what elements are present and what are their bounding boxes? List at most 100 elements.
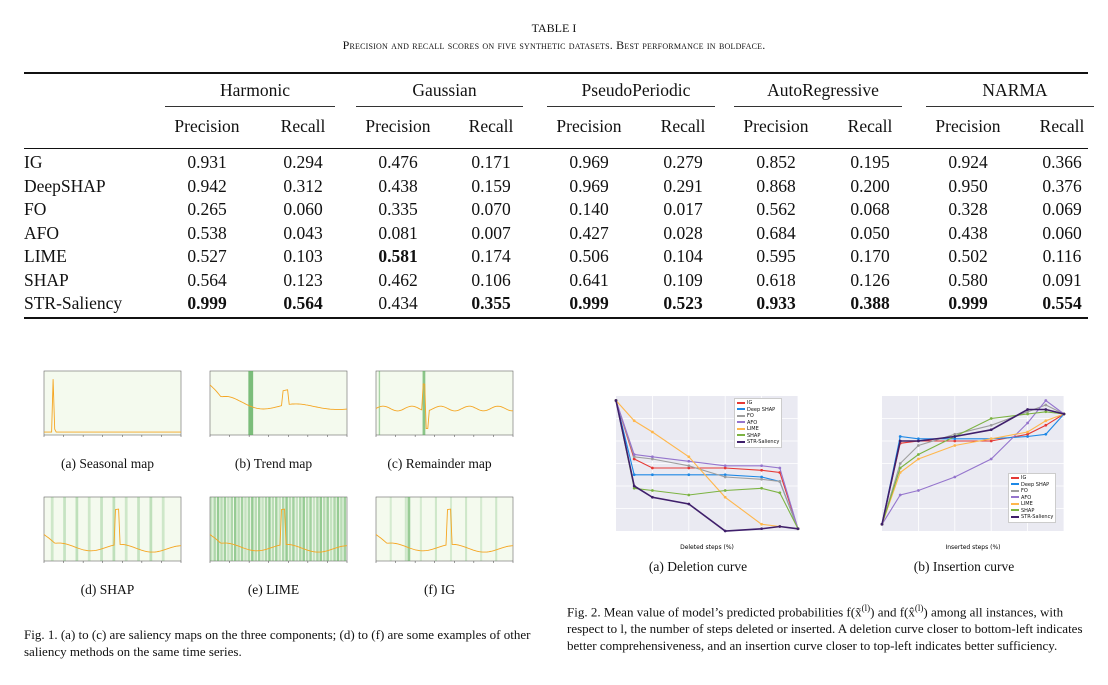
table-cell: 0.942	[187, 175, 227, 196]
saliency-band	[404, 497, 407, 561]
table-cell: 0.174	[471, 246, 511, 266]
precision-header: Precision	[556, 116, 622, 136]
group-underline	[547, 106, 715, 107]
table-cell: 0.618	[756, 269, 796, 290]
saliency-band	[275, 497, 278, 561]
series-line-lime	[881, 413, 1065, 525]
data-point	[723, 475, 727, 479]
data-point	[1044, 403, 1048, 407]
data-point	[796, 527, 800, 531]
fig1-subcaption: (a) Seasonal map	[61, 456, 154, 471]
series-line-str-saliency	[881, 408, 1065, 525]
data-point	[917, 437, 920, 441]
saliency-band	[281, 497, 285, 561]
method-name: LIME	[24, 246, 67, 266]
series-line-ig	[615, 400, 799, 529]
method-name: FO	[24, 199, 47, 219]
data-point	[651, 457, 654, 461]
data-point	[632, 457, 636, 461]
data-point	[632, 455, 636, 459]
table-cell: 0.538	[187, 222, 227, 243]
legend-item: FO	[737, 413, 779, 420]
data-point	[953, 439, 957, 443]
saliency-band	[210, 497, 213, 561]
data-point	[632, 453, 636, 456]
saliency-band	[343, 497, 347, 561]
saliency-band	[87, 497, 91, 561]
data-point	[723, 529, 727, 533]
data-point	[1026, 430, 1029, 434]
data-point	[1026, 421, 1029, 425]
saliency-band	[213, 497, 216, 561]
table-cell: 0.366	[1042, 152, 1082, 172]
legend-item: LIME	[737, 426, 779, 433]
table-cell: 0.069	[1042, 199, 1082, 219]
data-point	[953, 444, 957, 447]
table-cell: 0.999	[569, 293, 609, 313]
table-cell: 0.171	[471, 152, 511, 172]
data-point	[917, 453, 920, 456]
legend-label: SHAP	[1021, 507, 1035, 514]
data-point	[687, 493, 691, 497]
saliency-band	[295, 497, 299, 561]
table-mid-rule	[24, 148, 1088, 149]
data-point	[1026, 410, 1029, 414]
data-point	[778, 491, 782, 495]
data-point	[760, 486, 763, 490]
legend-label: IG	[747, 400, 753, 406]
table-cell: 0.523	[663, 293, 703, 313]
legend-swatch	[1011, 502, 1019, 505]
data-point	[778, 525, 782, 528]
legend-label: FO	[747, 413, 754, 419]
table-bottom-rule	[24, 317, 1088, 319]
saliency-band	[271, 497, 275, 561]
legend-label: LIME	[1021, 501, 1033, 507]
table-cell: 0.291	[663, 175, 703, 196]
table-cell: 0.328	[948, 199, 988, 219]
table-cell: 0.123	[283, 269, 323, 290]
data-point	[778, 466, 782, 470]
legend-label: AFO	[747, 419, 758, 426]
legend-label: IG	[1021, 475, 1027, 481]
data-point	[632, 484, 636, 488]
data-point	[687, 473, 691, 477]
legend-label: FO	[1021, 488, 1028, 494]
saliency-band	[100, 497, 103, 561]
saliency-map-remainder	[375, 370, 514, 437]
saliency-band	[389, 497, 392, 561]
legend-swatch	[1011, 476, 1019, 479]
table-cell: 0.476	[378, 152, 418, 172]
saliency-band	[230, 497, 234, 561]
table-cell: 0.462	[378, 269, 418, 290]
legend-swatch	[1011, 515, 1019, 518]
legend-swatch	[1011, 509, 1019, 511]
data-point	[723, 464, 727, 468]
recall-header: Recall	[660, 116, 706, 136]
saliency-map-lime	[209, 496, 348, 563]
data-point	[898, 462, 902, 465]
recall-header: Recall	[847, 116, 893, 136]
fig1-caption: Fig. 1. (a) to (c) are saliency maps on …	[24, 627, 531, 659]
table-cell: 0.564	[283, 293, 323, 313]
saliency-band	[407, 497, 411, 561]
table-caption: Precision and recall scores on five synt…	[342, 38, 766, 52]
saliency-band	[278, 497, 281, 561]
saliency-band	[419, 497, 422, 561]
legend-swatch	[1011, 483, 1019, 485]
data-point	[651, 430, 654, 434]
method-name: SHAP	[24, 269, 69, 290]
table-cell: 0.931	[187, 152, 227, 172]
saliency-band	[233, 497, 237, 561]
table-cell: 0.116	[1042, 246, 1082, 266]
fig1-subcaption: (f) IG	[423, 582, 456, 597]
data-point	[723, 495, 727, 499]
table-top-rule	[24, 72, 1088, 74]
legend-swatch	[737, 414, 745, 417]
saliency-band	[264, 497, 268, 561]
method-name: AFO	[24, 222, 60, 243]
table-cell: 0.554	[1042, 293, 1082, 313]
plot-area	[375, 370, 514, 436]
saliency-band	[465, 497, 468, 561]
data-point	[989, 437, 993, 441]
legend-swatch	[737, 421, 745, 423]
